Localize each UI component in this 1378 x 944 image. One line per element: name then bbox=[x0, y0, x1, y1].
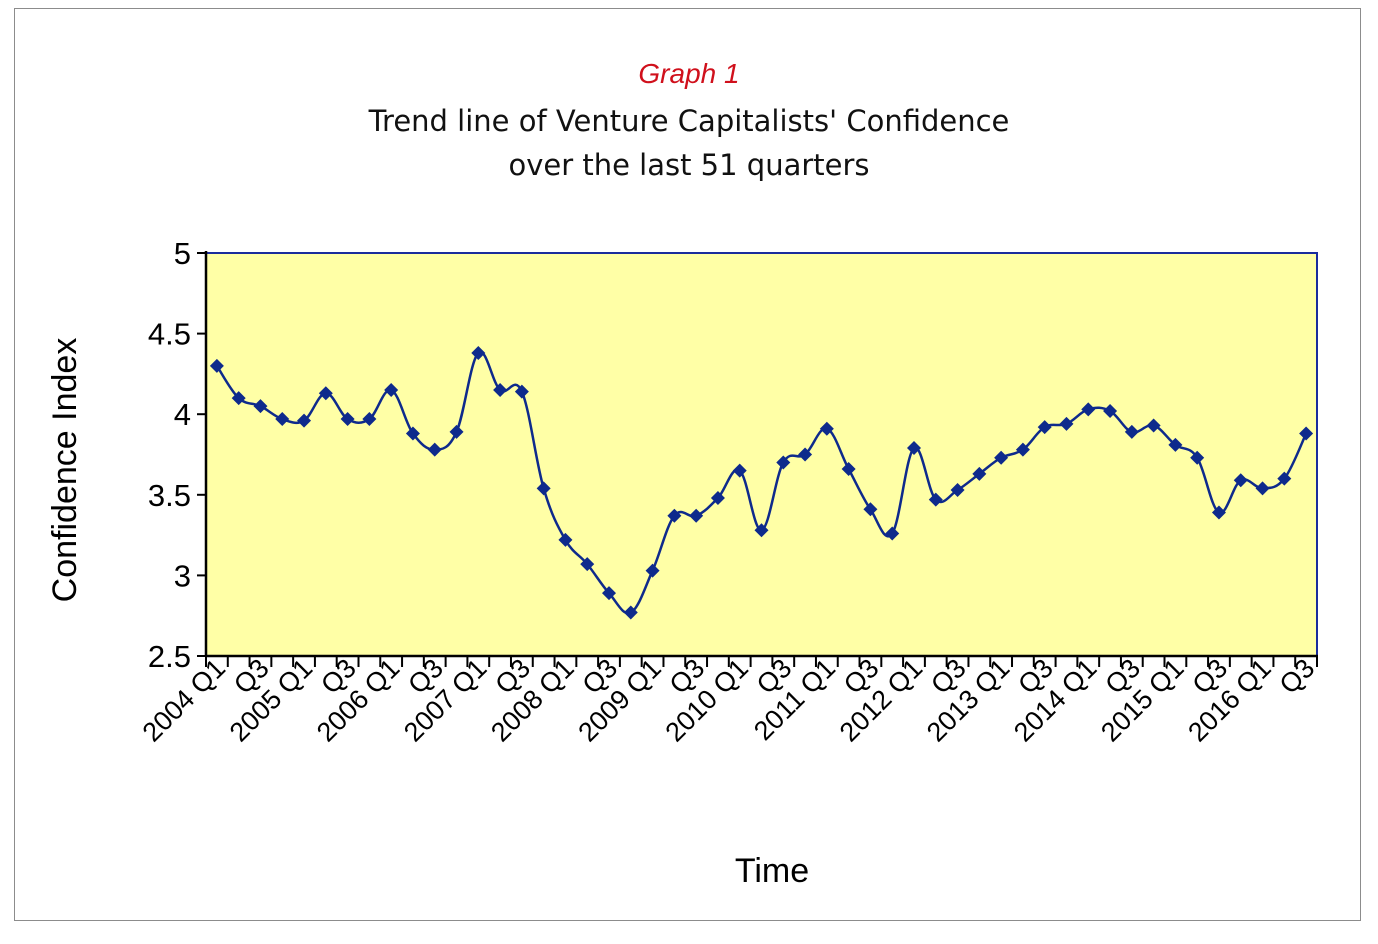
data-point bbox=[471, 345, 486, 360]
data-point bbox=[340, 412, 355, 427]
data-point bbox=[1190, 450, 1205, 465]
data-point bbox=[1103, 403, 1118, 418]
data-point bbox=[1081, 402, 1096, 417]
data-point bbox=[1168, 437, 1183, 452]
data-point bbox=[1037, 420, 1052, 435]
data-point bbox=[776, 455, 791, 470]
data-point bbox=[1124, 424, 1139, 439]
data-point bbox=[493, 383, 508, 398]
data-point bbox=[863, 502, 878, 517]
y-tick-label: 2.5 bbox=[148, 639, 191, 674]
y-tick-label: 4.5 bbox=[148, 317, 191, 352]
data-point bbox=[1059, 416, 1074, 431]
data-point bbox=[1211, 505, 1226, 520]
data-point bbox=[798, 447, 813, 462]
data-point bbox=[318, 386, 333, 401]
data-point bbox=[362, 412, 377, 427]
data-point bbox=[885, 526, 900, 541]
x-tick-label: Q3 bbox=[1274, 653, 1321, 700]
data-point bbox=[732, 463, 747, 478]
data-point bbox=[580, 557, 595, 572]
data-point bbox=[1277, 471, 1292, 486]
data-point bbox=[275, 412, 290, 427]
data-point bbox=[950, 482, 965, 497]
data-point bbox=[384, 383, 399, 398]
data-point bbox=[841, 462, 856, 477]
chart-title-line-1: Trend line of Venture Capitalists' Confi… bbox=[368, 104, 1010, 138]
chart-title-line-2: over the last 51 quarters bbox=[508, 148, 870, 182]
data-point bbox=[1299, 426, 1314, 441]
data-point bbox=[253, 399, 268, 414]
data-point bbox=[994, 450, 1009, 465]
data-point bbox=[405, 426, 420, 441]
y-axis-title: Confidence Index bbox=[46, 338, 84, 603]
data-point bbox=[623, 605, 638, 620]
data-point bbox=[231, 391, 246, 406]
y-tick-label: 3.5 bbox=[148, 478, 191, 513]
data-point bbox=[558, 532, 573, 547]
data-point bbox=[1015, 442, 1030, 457]
graph-label: Graph 1 bbox=[638, 58, 740, 89]
data-point bbox=[209, 358, 224, 373]
data-point bbox=[928, 492, 943, 507]
data-point bbox=[514, 384, 529, 399]
data-point bbox=[427, 442, 442, 457]
data-point bbox=[1233, 473, 1248, 488]
y-tick-label: 4 bbox=[174, 397, 191, 432]
data-point bbox=[645, 563, 660, 578]
x-axis-title: Time bbox=[735, 852, 809, 890]
data-point bbox=[819, 421, 834, 436]
data-point bbox=[1146, 418, 1161, 433]
y-tick-label: 3 bbox=[174, 558, 191, 593]
series-layer bbox=[209, 345, 1314, 620]
data-point bbox=[1255, 481, 1270, 496]
data-point bbox=[754, 523, 769, 538]
data-point bbox=[710, 491, 725, 506]
data-point bbox=[689, 508, 704, 523]
y-tick-label: 5 bbox=[174, 236, 191, 271]
data-point bbox=[449, 424, 464, 439]
data-point bbox=[536, 481, 551, 496]
data-point bbox=[297, 413, 312, 428]
data-point bbox=[906, 441, 921, 456]
data-point bbox=[667, 508, 682, 523]
data-point bbox=[972, 466, 987, 481]
data-point bbox=[602, 586, 617, 601]
plot-area bbox=[205, 252, 1318, 657]
